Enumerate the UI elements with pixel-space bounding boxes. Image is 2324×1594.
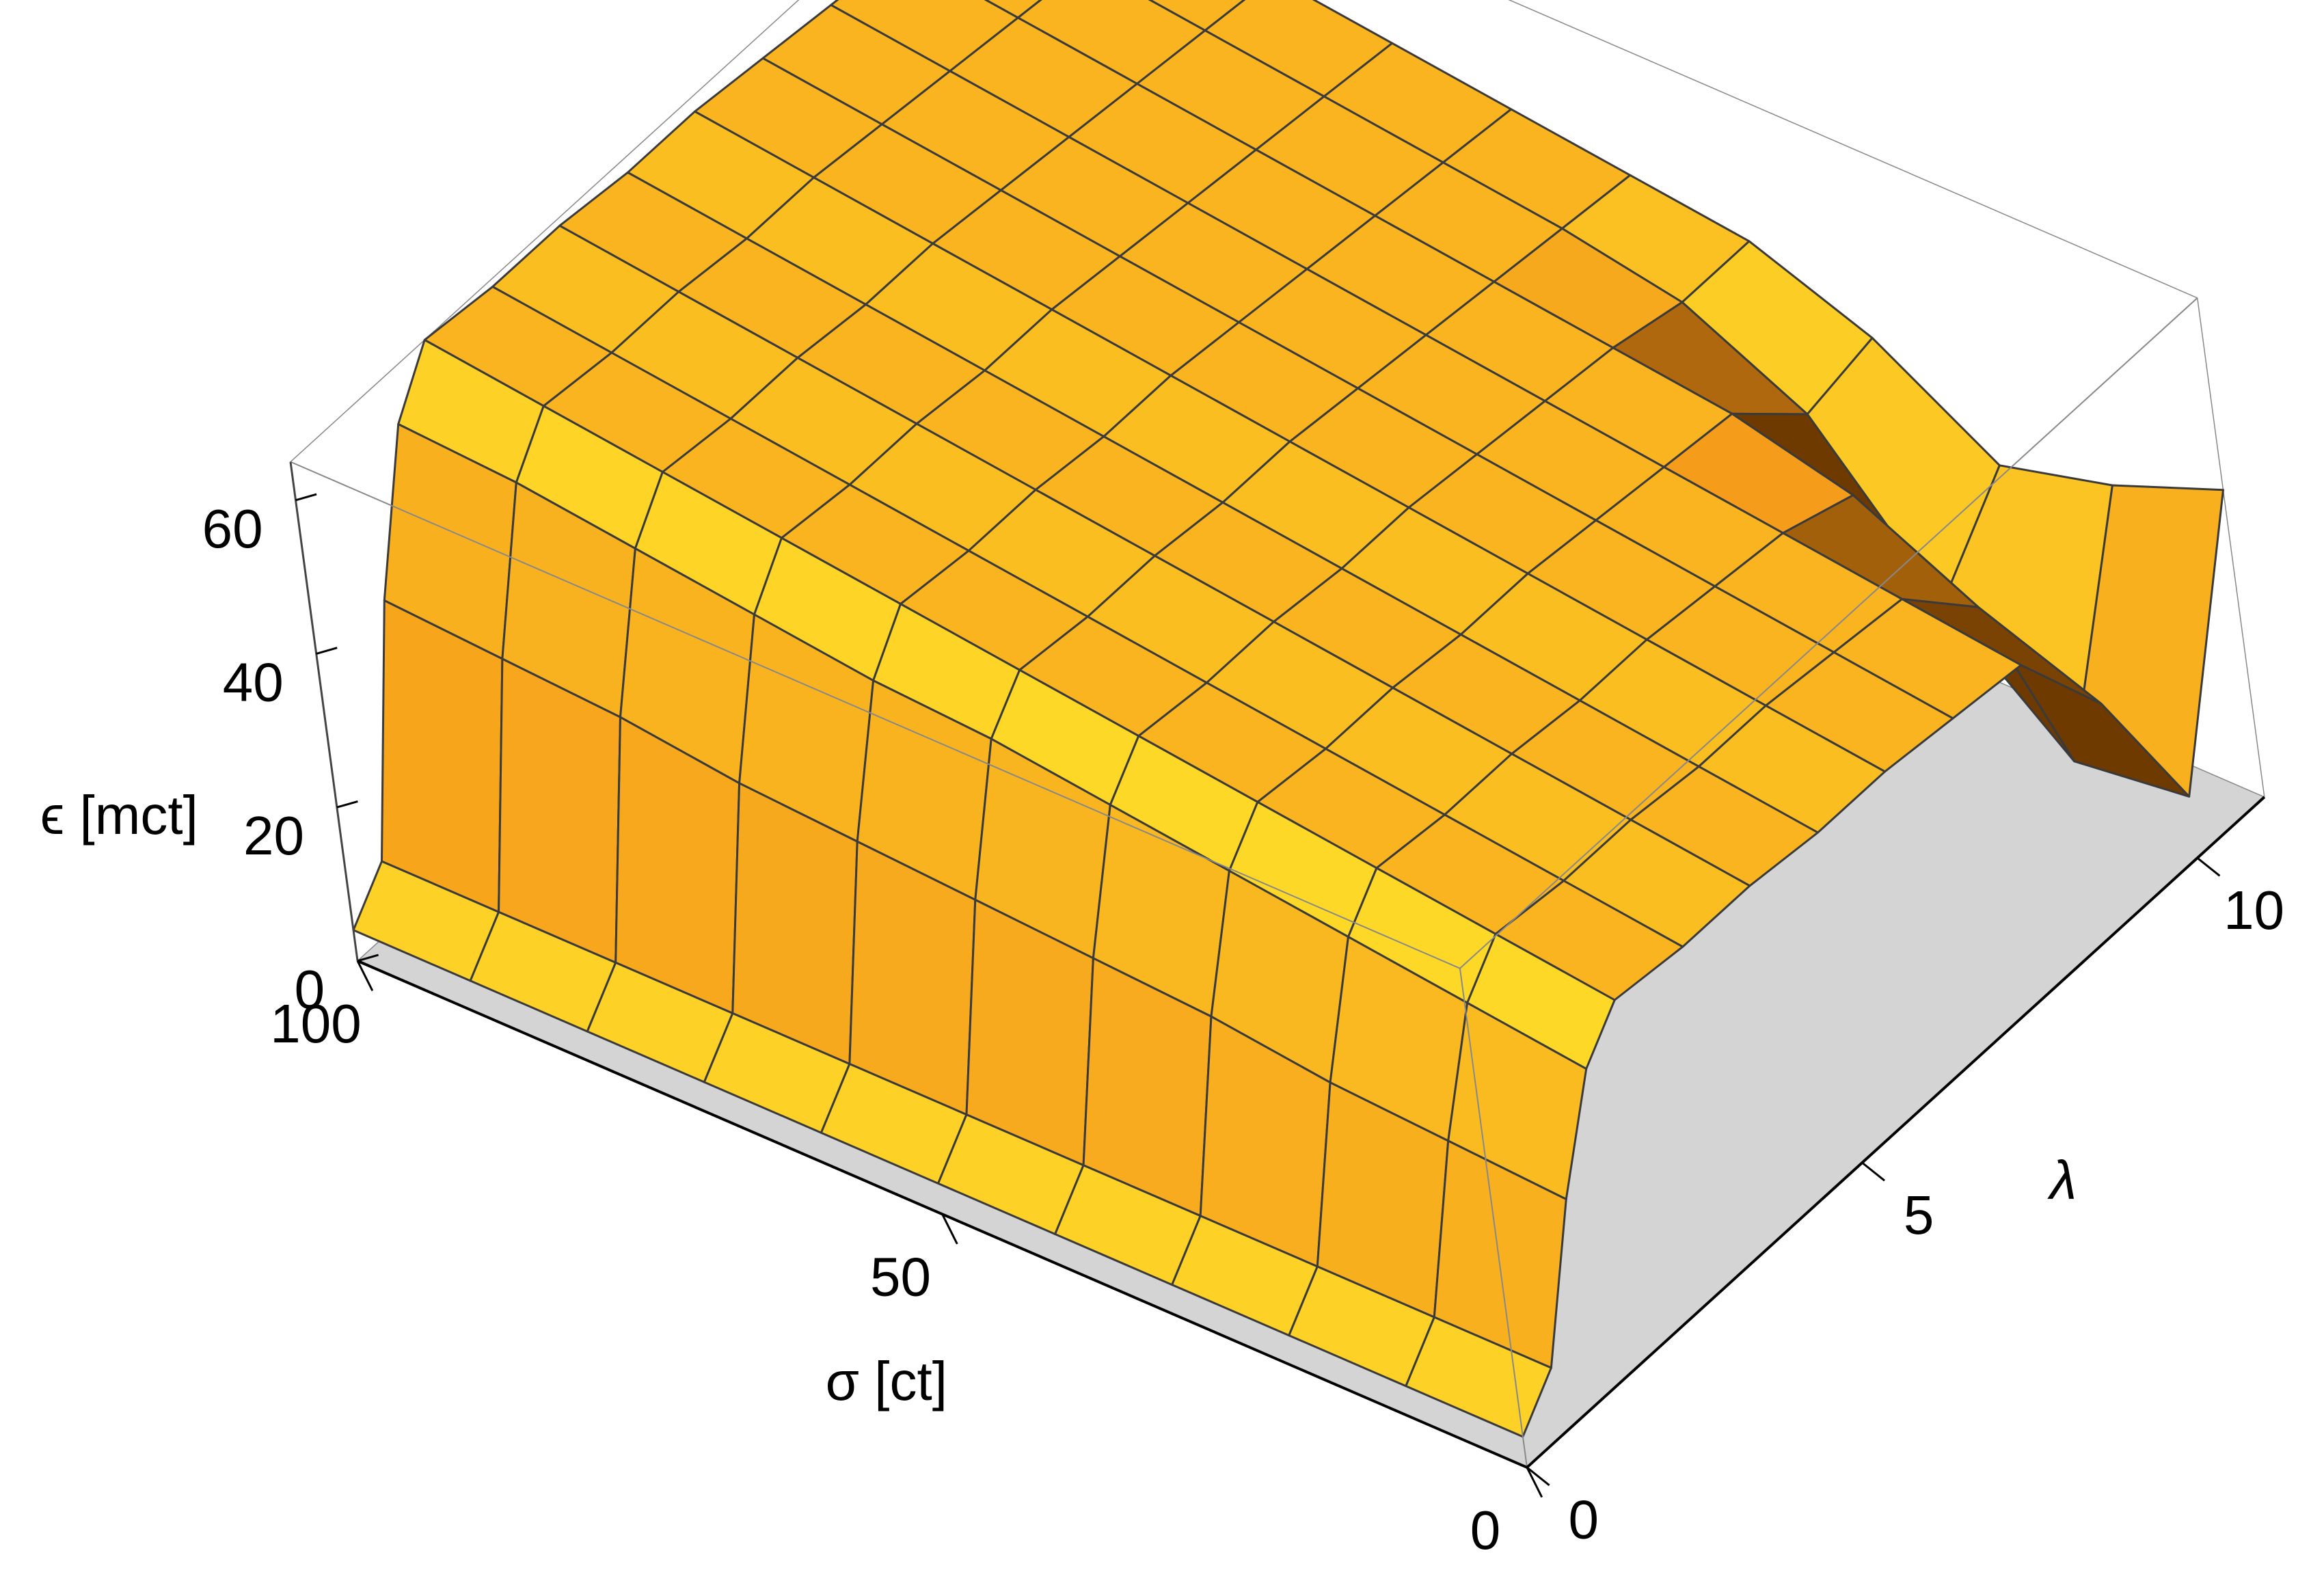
y-axis (1526, 796, 2266, 1469)
y-tick-label: 10 (2224, 880, 2284, 941)
x-tick-label: 0 (1470, 1500, 1501, 1561)
y-tick (2196, 857, 2221, 877)
x-axis-title: σ [ct] (826, 1351, 947, 1411)
x-tick-label: 50 (870, 1246, 931, 1307)
box-edge (2197, 297, 2265, 798)
z-tick (295, 493, 317, 502)
z-axis (289, 461, 359, 961)
surface-patch (1148, 0, 1246, 32)
x-tick-label: 100 (270, 993, 361, 1054)
surface (352, 0, 2224, 1438)
z-tick-label: 20 (243, 805, 304, 866)
z-tick (357, 954, 379, 962)
box-edge (1459, 968, 1528, 1468)
z-axis-title: ϵ [mct] (40, 785, 198, 846)
z-tick (336, 800, 358, 809)
z-tick-label: 0 (295, 959, 325, 1020)
box-edge (290, 461, 1461, 969)
x-tick (356, 960, 374, 992)
y-tick (1861, 1161, 1885, 1182)
z-tick (316, 647, 338, 655)
x-tick (941, 1213, 958, 1245)
y-tick-label: 0 (1569, 1489, 1599, 1550)
box-edge (1459, 297, 2198, 969)
surface-patch (984, 0, 1042, 19)
z-tick-label: 60 (202, 498, 263, 559)
y-axis-title: λ (2047, 1150, 2077, 1211)
x-tick (1526, 1467, 1543, 1498)
y-tick (1526, 1466, 1550, 1487)
z-tick-label: 40 (223, 652, 284, 713)
surface-patch (1405, 1316, 1552, 1438)
y-tick-label: 5 (1904, 1185, 1934, 1245)
box-edge (290, 0, 800, 463)
box-edge (1508, 0, 2198, 299)
